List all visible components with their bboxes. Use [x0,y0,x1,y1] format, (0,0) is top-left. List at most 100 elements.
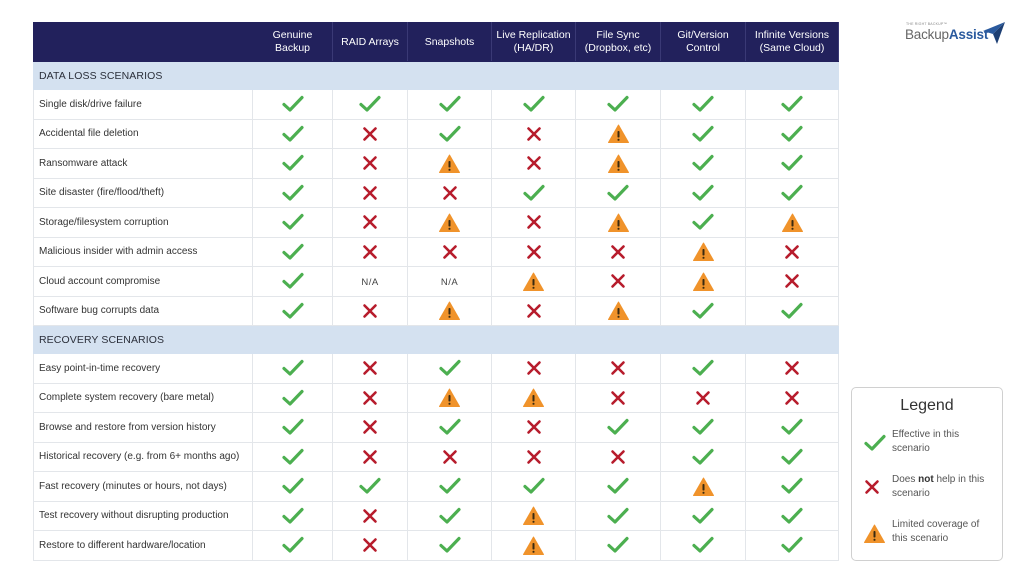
column-header: File Sync (Dropbox, etc) [575,22,661,62]
rating-cell [491,353,576,384]
cross-icon [784,244,800,260]
rating-cell [407,177,492,208]
rating-cell [332,207,408,238]
rating-cell [745,353,839,384]
scenario-label: Software bug corrupts data [33,295,253,326]
cross-icon [362,185,378,201]
logo-tagline: THE RIGHT BACKUP™ [906,22,948,26]
scenario-label: Test recovery without disrupting product… [33,500,253,531]
check-icon [281,507,304,525]
rating-cell [332,412,408,443]
legend-item-limited: Limited coverage of this scenario [864,518,999,548]
rating-cell [660,412,746,443]
cross-icon [362,419,378,435]
check-icon [281,95,304,113]
section-header-row: DATA LOSS SCENARIOS [33,61,839,90]
scenario-label: Easy point-in-time recovery [33,353,253,384]
rating-cell [407,295,492,326]
rating-cell [332,530,408,561]
rating-cell [252,266,333,297]
cross-icon [442,449,458,465]
cross-icon [784,390,800,406]
rating-cell [660,118,746,149]
check-icon [607,418,629,436]
rating-cell [745,118,839,149]
warning-icon [607,301,629,321]
cross-icon [610,449,626,465]
rating-cell [332,441,408,472]
rating-cell [575,471,661,502]
check-icon [281,302,304,320]
rating-cell [575,382,661,413]
warning-icon [439,154,460,173]
cross-icon [526,360,542,376]
cross-icon [362,214,378,230]
rating-cell [660,295,746,326]
rating-cell [407,471,492,502]
warning-icon [523,388,544,408]
check-icon [781,536,803,554]
rating-cell [332,89,408,120]
table-row: Historical recovery (e.g. from 6+ months… [33,441,839,472]
comparison-matrix: Genuine Backup RAID Arrays Snapshots Live Re… [33,22,839,561]
check-icon [864,434,886,452]
scenario-label: Single disk/drive failure [33,89,253,120]
warning-icon [692,272,714,291]
warning-icon [439,388,460,408]
rating-cell [491,500,576,531]
warning-icon [781,213,803,232]
table-row: Accidental file deletion [33,118,839,149]
check-icon [692,184,714,202]
rating-cell [332,177,408,208]
rating-cell [745,148,839,179]
rating-cell [252,530,333,561]
rating-cell [575,500,661,531]
table-row: Software bug corrupts data [33,295,839,326]
column-header: Snapshots [407,22,492,62]
check-icon [607,477,629,495]
table-row: Storage/filesystem corruption [33,207,839,238]
section-title: RECOVERY SCENARIOS [33,325,839,354]
check-icon [607,184,629,202]
table-row: Site disaster (fire/flood/theft) [33,177,839,208]
cross-icon [362,244,378,260]
column-header: Genuine Backup [252,22,333,62]
cross-icon [526,214,542,230]
rating-cell [407,353,492,384]
section-header-row: RECOVERY SCENARIOS [33,325,839,354]
rating-cell [407,441,492,472]
cross-icon [362,360,378,376]
scenario-label: Ransomware attack [33,148,253,179]
scenario-label: Accidental file deletion [33,118,253,149]
rating-cell [745,500,839,531]
check-icon [692,448,714,466]
scenario-label: Malicious insider with admin access [33,236,253,267]
rating-cell [491,236,576,267]
rating-cell [252,353,333,384]
rating-cell [252,382,333,413]
rating-cell [252,118,333,149]
scenario-label: Browse and restore from version history [33,412,253,443]
rating-cell [660,530,746,561]
warning-icon [607,154,629,173]
check-icon [781,125,803,143]
check-icon [281,154,304,172]
table-row: Restore to different hardware/location [33,530,839,561]
warning-icon [692,477,714,496]
rating-cell: N/A [407,266,492,297]
check-icon [281,359,304,377]
rating-cell [491,118,576,149]
rating-cell [332,148,408,179]
rating-cell [660,441,746,472]
rating-cell [575,441,661,472]
check-icon [781,448,803,466]
rating-cell [332,471,408,502]
rating-cell [491,89,576,120]
scenario-label: Historical recovery (e.g. from 6+ months… [33,441,253,472]
rating-cell [252,236,333,267]
warning-icon [692,242,714,262]
check-icon [438,125,461,143]
legend-limited-text: Limited coverage of this scenario [892,519,980,544]
rating-cell [575,530,661,561]
rating-cell [252,412,333,443]
